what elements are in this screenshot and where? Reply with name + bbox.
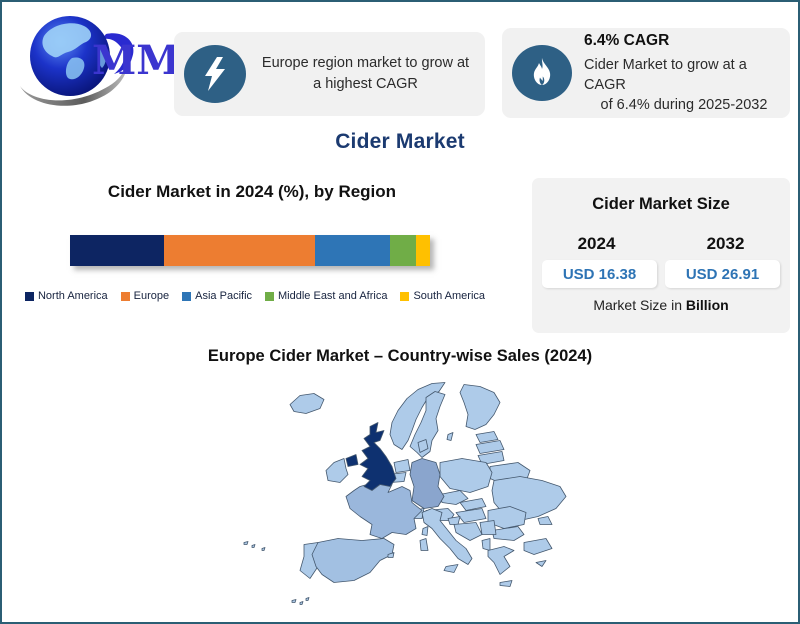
map-country-denmark [417,439,429,453]
map-island-crete [499,580,513,587]
logo-text: MMR [92,37,184,84]
map-island-gotland [446,432,454,441]
market-size-title: Cider Market Size [592,195,730,213]
map-island-cyprus [535,560,547,567]
map-country-ireland [325,458,349,483]
map-title: Europe Cider Market – Country-wise Sales… [207,347,593,365]
page-title: Cider Market [335,130,465,153]
map-country-hungary [455,508,487,523]
callout-cagr-value: 6.4% CAGR Cider Market to grow at a CAGR… [502,28,790,118]
legend-item-europe: Europe [120,290,170,302]
legend-swatch [182,291,192,301]
legend-item-north-america: North America [24,290,108,302]
map-country-latvia [475,440,505,454]
market-size-unit-note: Market Size in Billion [593,297,729,313]
market-size-panel: Cider Market Size 2024 2032 USD 16.38 US… [532,178,790,333]
map-islands-azores [243,541,266,551]
market-size-2024-value: USD 16.38 [542,260,657,288]
map-country-spain [311,538,395,583]
map-country-france [345,478,423,539]
map-country-finland [459,384,501,430]
map-country-croatia [453,522,483,541]
chart-legend: North America Europe Asia Pacific Middle Ea… [12,290,498,302]
market-size-2032-value: USD 26.91 [665,260,780,288]
legend-item-south-america: South America [400,290,485,302]
bar-segment-middle-east-and-africa [390,235,416,266]
flame-icon [512,45,572,101]
map-island-sardinia [419,538,429,551]
legend-item-middle-east-and-africa: Middle East and Africa [265,290,387,302]
map-island-corsica [421,526,429,536]
legend-label: Asia Pacific [195,290,253,302]
callout-europe-cagr: Europe region market to grow at a highes… [174,32,485,116]
map-country-germany [409,458,445,509]
legend-swatch [120,291,130,301]
map-country-italy [421,508,473,565]
bar-segment-north-america [70,235,164,266]
map-country-greece [487,546,515,575]
bar-segment-south-america [415,235,430,266]
legend-label: North America [37,290,108,302]
map-islands-canaries [291,597,310,605]
bar-segment-asia-pacific [314,235,391,266]
chart-title: Cider Market in 2024 (%), by Region [107,182,397,201]
map-country-serbia [479,520,497,535]
map-country-sweden [409,391,446,458]
cagr-headline: 6.4% CAGR [584,32,670,50]
map-country-bulgaria [491,526,525,541]
legend-label: Europe [133,290,170,302]
region-share-stacked-bar [70,235,430,266]
callout-text: Europe region market to grow at a highes… [261,54,470,92]
globe-icon: MMR [20,16,215,106]
map-country-iceland [289,393,325,414]
map-country-czechia [439,490,469,505]
map-country-slovakia [459,498,487,511]
map-country-netherlands [393,459,411,473]
map-country-albania [481,538,491,551]
bar-segment-europe [163,235,315,266]
callout-text: 6.4% CAGR Cider Market to grow at a CAGR… [572,30,790,115]
map-country-united-kingdom [359,422,397,491]
map-country-turkey-west [523,538,553,555]
map-island-balearics [387,552,395,558]
legend-swatch [400,291,410,301]
legend-swatch [24,291,34,301]
map-country-estonia [475,431,499,443]
year-2024-label: 2024 [577,234,616,253]
legend-label: South America [413,290,486,302]
lightning-icon [184,45,246,103]
legend-item-asia-pacific: Asia Pacific [182,290,252,302]
map-region-northern-ireland [345,454,359,467]
year-2032-label: 2032 [706,234,745,253]
map-country-poland [439,458,493,493]
legend-label: Middle East and Africa [278,290,388,302]
map-region-crimea [537,516,553,525]
legend-swatch [265,291,275,301]
mmr-logo: MMR [14,8,215,112]
europe-map [242,380,572,610]
map-country-norway [389,382,446,450]
map-island-sicily [443,564,459,573]
